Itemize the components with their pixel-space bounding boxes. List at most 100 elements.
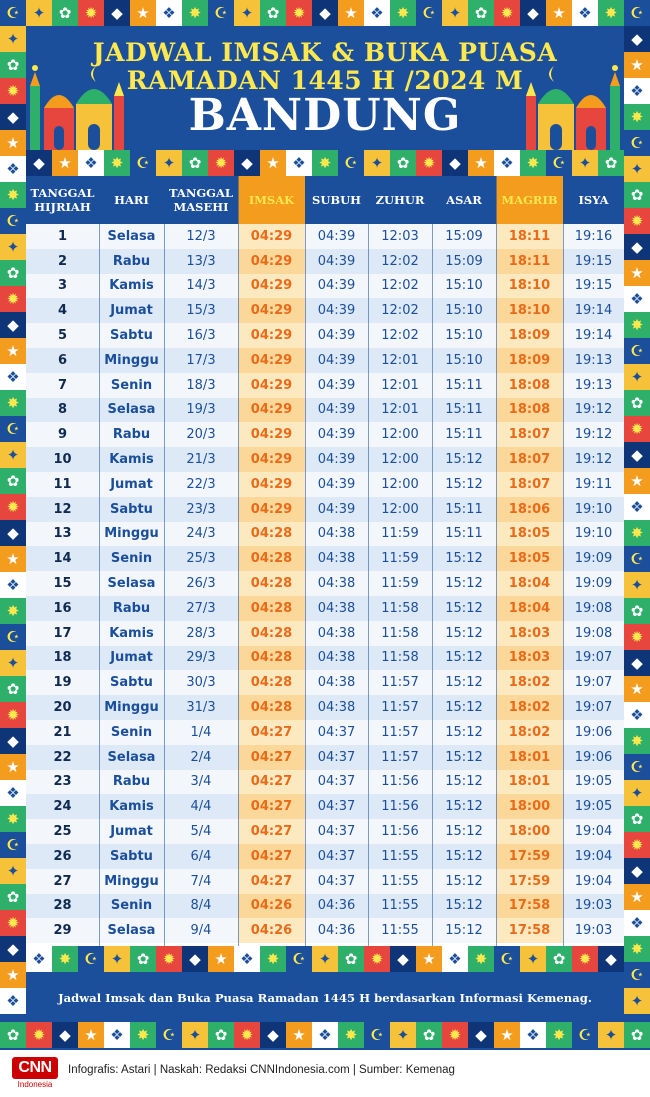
cell-hari: Minggu — [104, 352, 159, 368]
title-line-2: RAMADAN 1445 H /2024 M — [126, 66, 524, 95]
table-row: 23 Rabu 3/4 04:27 04:37 11:56 15:12 18:01 19:05 — [26, 769, 624, 795]
cell-hari: Minggu — [104, 700, 159, 716]
cell-subuh: 04:39 — [317, 452, 356, 468]
cell-masehi: 9/4 — [190, 923, 212, 939]
star-icon: ✦ — [364, 150, 390, 176]
cell-hari: Kamis — [109, 452, 154, 468]
column-divider — [432, 176, 433, 946]
cell-zuhur: 11:56 — [381, 799, 419, 815]
flower-icon: ✿ — [624, 806, 650, 832]
cell-magrib: 18:07 — [496, 422, 563, 448]
cell-subuh: 04:37 — [317, 873, 356, 889]
cell-masehi: 30/3 — [186, 675, 216, 691]
star-icon: ✦ — [26, 0, 52, 26]
table-row: 17 Kamis 28/3 04:28 04:38 11:58 15:12 18:03 19:0… — [26, 620, 624, 646]
cell-hari: Sabtu — [110, 501, 153, 517]
cell-subuh: 04:38 — [317, 551, 356, 567]
star-icon: ✸ — [104, 150, 130, 176]
cell-subuh: 04:37 — [317, 724, 356, 740]
cell-masehi: 8/4 — [190, 898, 212, 914]
column-divider — [368, 176, 369, 946]
table-row: 24 Kamis 4/4 04:27 04:37 11:56 15:12 18:00 19:05 — [26, 794, 624, 820]
cell-subuh: 04:38 — [317, 576, 356, 592]
cell-asar: 15:09 — [445, 253, 483, 269]
star-icon: ✦ — [0, 26, 26, 52]
cell-hijriah: 27 — [53, 873, 72, 889]
cell-zuhur: 12:00 — [381, 452, 419, 468]
crescent-star-icon: ☪ — [0, 208, 26, 234]
star-icon: ✸ — [312, 150, 338, 176]
star-icon: ★ — [0, 338, 26, 364]
table-row: 28 Senin 8/4 04:26 04:36 11:55 15:12 17:58 19:03 — [26, 893, 624, 919]
star-icon: ★ — [546, 0, 572, 26]
cell-imsak: 04:26 — [238, 918, 305, 944]
cell-subuh: 04:39 — [317, 402, 356, 418]
cell-isya: 19:16 — [574, 228, 613, 244]
cell-subuh: 04:39 — [317, 476, 356, 492]
flower-icon: ✿ — [0, 676, 26, 702]
cell-imsak: 04:28 — [238, 620, 305, 646]
star-icon: ★ — [416, 946, 442, 972]
cell-magrib: 18:08 — [496, 397, 563, 423]
cell-asar: 15:11 — [445, 402, 483, 418]
decorative-border-top: ☪ ✦ ✿ ✹ ◆ ★ ❖ ✸ ☪ ✦ ✿ ✹ ◆ ★ ❖ ✸ ☪ ✦ ✿ ✹ ◆ ★ ❖ ✸ ☪ — [0, 0, 650, 26]
star-icon: ✦ — [624, 364, 650, 390]
star-icon: ✦ — [0, 442, 26, 468]
geometric-tile-icon: ❖ — [312, 1022, 338, 1048]
cell-subuh: 04:39 — [317, 352, 356, 368]
cell-hijriah: 4 — [57, 303, 68, 319]
cell-asar: 15:12 — [445, 700, 483, 716]
cell-magrib: 17:59 — [496, 868, 563, 894]
infographic-frame: ☪✦✿✹◆★❖✸☪✦✿✹◆★❖✸☪✦✿✹◆★❖✸☪ ✹◆★❖✸☪✦✿✹◆★❖✸☪… — [0, 0, 650, 1050]
cell-zuhur: 11:58 — [381, 625, 419, 641]
cell-subuh: 04:38 — [317, 650, 356, 666]
cell-subuh: 04:39 — [317, 427, 356, 443]
flower-icon: ✿ — [624, 598, 650, 624]
cell-hari: Kamis — [109, 799, 154, 815]
cell-masehi: 15/3 — [186, 303, 216, 319]
cell-imsak: 04:29 — [238, 248, 305, 274]
cell-hari: Rabu — [112, 427, 151, 443]
cell-imsak: 04:27 — [238, 819, 305, 844]
cell-imsak: 04:28 — [238, 645, 305, 671]
cell-hari: Jumat — [110, 303, 153, 319]
cell-zuhur: 11:59 — [381, 526, 419, 542]
cell-magrib: 18:00 — [496, 794, 563, 820]
cell-asar: 15:11 — [445, 377, 483, 393]
cell-isya: 19:08 — [574, 600, 613, 616]
cell-zuhur: 11:59 — [381, 551, 419, 567]
cell-subuh: 04:39 — [317, 501, 356, 517]
logo-cnn-text: CNN — [12, 1057, 58, 1079]
star-icon: ★ — [468, 150, 494, 176]
cell-hijriah: 24 — [53, 799, 72, 815]
cell-imsak: 04:27 — [238, 794, 305, 820]
column-header-subuh: SUBUH — [312, 193, 361, 207]
crescent-star-icon: ☪ — [208, 0, 234, 26]
cell-zuhur: 12:01 — [381, 352, 419, 368]
cell-hijriah: 6 — [57, 352, 68, 368]
cell-hijriah: 7 — [57, 377, 68, 393]
cell-zuhur: 12:02 — [381, 328, 419, 344]
star-icon: ✦ — [520, 946, 546, 972]
star-icon: ✸ — [624, 312, 650, 338]
cell-isya: 19:04 — [574, 873, 613, 889]
cell-isya: 19:13 — [574, 377, 613, 393]
cell-subuh: 04:38 — [317, 675, 356, 691]
cell-magrib: 18:06 — [496, 496, 563, 522]
cell-masehi: 28/3 — [186, 625, 216, 641]
cell-asar: 15:12 — [445, 625, 483, 641]
table-row: 8 Selasa 19/3 04:29 04:39 12:01 15:11 18:08 19:1… — [26, 397, 624, 423]
cell-hari: Kamis — [109, 278, 154, 294]
star-icon: ✦ — [104, 946, 130, 972]
crescent-star-icon: ☪ — [0, 416, 26, 442]
cell-masehi: 7/4 — [190, 873, 212, 889]
sunburst-icon: ✹ — [416, 150, 442, 176]
cell-zuhur: 12:01 — [381, 402, 419, 418]
cell-subuh: 04:38 — [317, 600, 356, 616]
cell-imsak: 04:28 — [238, 521, 305, 547]
cell-subuh: 04:38 — [317, 526, 356, 542]
cell-subuh: 04:39 — [317, 278, 356, 294]
crescent-star-icon: ☪ — [338, 150, 364, 176]
cell-zuhur: 11:57 — [381, 749, 419, 765]
cell-imsak: 04:29 — [238, 472, 305, 497]
